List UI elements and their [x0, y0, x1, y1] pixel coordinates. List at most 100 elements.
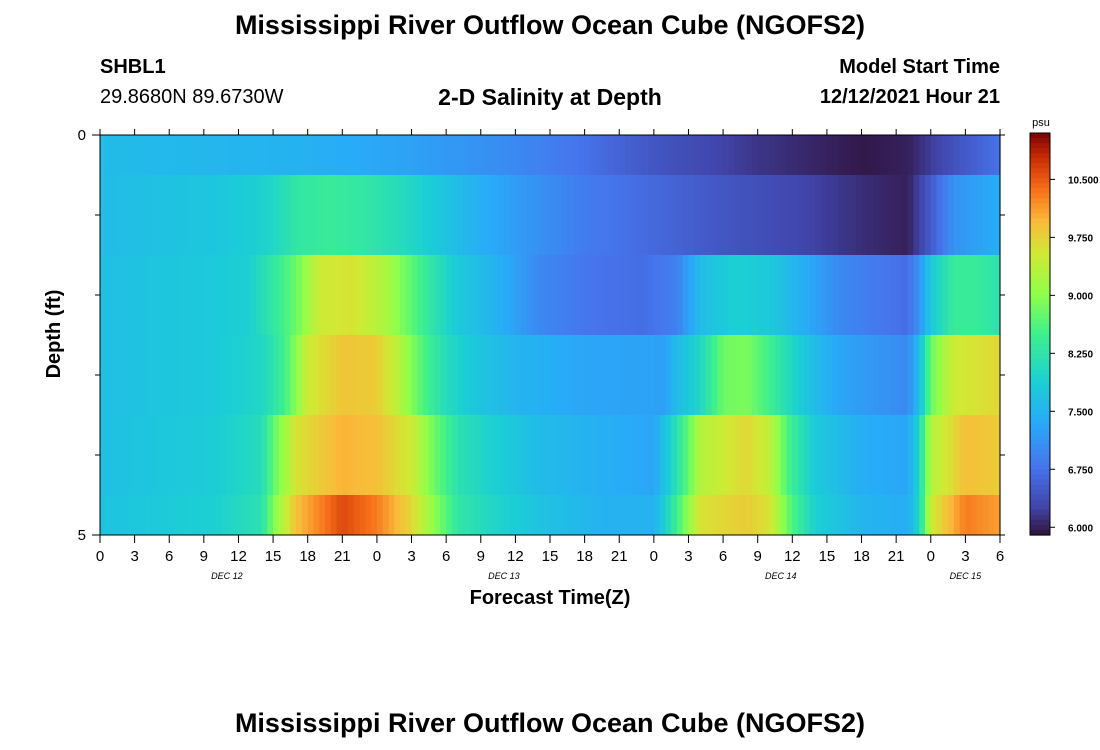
heatmap-cell	[203, 335, 211, 415]
colorbar-swatch	[1030, 439, 1050, 446]
heatmap-cell	[688, 335, 695, 415]
heatmap-cell	[913, 135, 920, 175]
colorbar-swatch	[1030, 173, 1050, 179]
heatmap-cell	[232, 495, 240, 535]
heatmap-cell	[330, 135, 338, 175]
heatmap-cell	[463, 255, 470, 335]
heatmap-cell	[261, 335, 268, 415]
heatmap-cell	[325, 175, 332, 255]
heatmap-cell	[988, 495, 995, 535]
heatmap-cell	[446, 335, 453, 415]
heatmap-cell	[515, 135, 522, 175]
heatmap-cell	[532, 335, 540, 415]
heatmap-cell	[515, 255, 522, 335]
heatmap-cell	[486, 495, 493, 535]
heatmap-cell	[994, 175, 1001, 255]
heatmap-cell	[169, 415, 176, 495]
heatmap-cell	[342, 415, 349, 495]
heatmap-cell	[850, 255, 857, 335]
heatmap-cell	[578, 175, 586, 255]
heatmap-cell	[388, 135, 395, 175]
heatmap-cell	[446, 415, 453, 495]
heatmap-cell	[878, 135, 886, 175]
heatmap-cell	[965, 175, 972, 255]
heatmap-cell	[203, 175, 211, 255]
heatmap-cell	[371, 415, 378, 495]
heatmap-cell	[965, 415, 972, 495]
heatmap-cell	[700, 255, 707, 335]
heatmap-cell	[163, 175, 170, 255]
heatmap-cell	[636, 175, 643, 255]
heatmap-cell	[775, 175, 782, 255]
heatmap-cell	[509, 175, 516, 255]
heatmap-cell	[244, 175, 251, 255]
heatmap-cell	[596, 175, 603, 255]
heatmap-cell	[451, 415, 459, 495]
heatmap-cell	[105, 175, 113, 255]
heatmap-cell	[301, 495, 309, 535]
heatmap-cell	[244, 135, 251, 175]
heatmap-cell	[803, 255, 811, 335]
heatmap-cell	[821, 175, 828, 255]
heatmap-cell	[636, 415, 643, 495]
heatmap-cell	[301, 175, 309, 255]
heatmap-cell	[671, 255, 678, 335]
heatmap-cell	[971, 335, 978, 415]
heatmap-cell	[186, 175, 193, 255]
heatmap-cell	[775, 415, 782, 495]
heatmap-cell	[307, 415, 315, 495]
heatmap-cell	[573, 495, 580, 535]
heatmap-cell	[538, 415, 545, 495]
colorbar-swatch	[1030, 429, 1050, 436]
heatmap-cell	[336, 255, 343, 335]
heatmap-cell	[105, 415, 113, 495]
heatmap-cell	[982, 175, 990, 255]
colorbar-swatch	[1030, 133, 1050, 139]
heatmap-cell	[411, 415, 418, 495]
heatmap-cell	[134, 415, 141, 495]
heatmap-cell	[192, 175, 199, 255]
x-tick-label: 18	[299, 548, 316, 565]
heatmap-cell	[890, 415, 897, 495]
heatmap-cell	[238, 135, 245, 175]
heatmap-cell	[607, 415, 615, 495]
heatmap-cell	[221, 495, 228, 535]
heatmap-cell	[648, 335, 655, 415]
colorbar-units: psu	[1032, 117, 1050, 129]
heatmap-cell	[798, 255, 805, 335]
heatmap-cell	[128, 135, 136, 175]
heatmap-cell	[371, 175, 378, 255]
heatmap-cell	[371, 135, 378, 175]
heatmap-cell	[469, 255, 476, 335]
heatmap-cell	[290, 495, 297, 535]
heatmap-cell	[728, 255, 736, 335]
heatmap-cell	[861, 175, 868, 255]
heatmap-cell	[226, 415, 234, 495]
heatmap-cell	[180, 335, 188, 415]
heatmap-cell	[238, 335, 245, 415]
heatmap-cell	[936, 175, 943, 255]
heatmap-cell	[826, 175, 834, 255]
heatmap-cell	[100, 255, 107, 335]
heatmap-cell	[682, 415, 690, 495]
heatmap-cell	[267, 175, 274, 255]
heatmap-cell	[665, 135, 672, 175]
heatmap-cell	[388, 335, 395, 415]
heatmap-cell	[296, 415, 303, 495]
heatmap-cell	[890, 135, 897, 175]
heatmap-cell	[798, 135, 805, 175]
heatmap-cell	[763, 135, 770, 175]
heatmap-cell	[671, 335, 678, 415]
heatmap-cell	[353, 135, 361, 175]
heatmap-cell	[203, 415, 211, 495]
heatmap-cell	[959, 495, 966, 535]
heatmap-cell	[163, 335, 170, 415]
heatmap-cell	[792, 495, 799, 535]
x-tick-label: 3	[684, 548, 692, 565]
x-tick-label: 9	[754, 548, 762, 565]
heatmap-cell	[711, 255, 718, 335]
colorbar-swatch	[1030, 414, 1050, 421]
heatmap-cell	[226, 335, 234, 415]
heatmap-cell	[400, 495, 407, 535]
heatmap-cell	[769, 175, 776, 255]
